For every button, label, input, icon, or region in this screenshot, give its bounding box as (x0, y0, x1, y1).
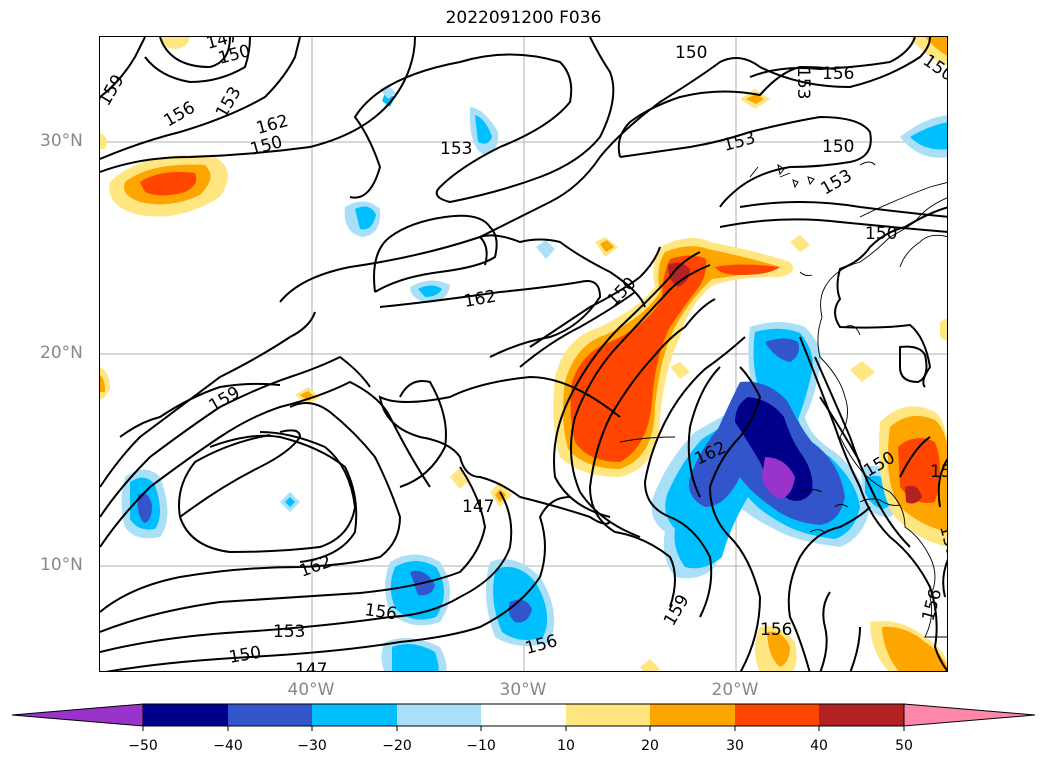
colorbar-segment (566, 704, 650, 726)
lat-label-20n: 20°N (40, 343, 83, 363)
colorbar-segment (11, 703, 144, 727)
colorbar-tick: 10 (557, 738, 575, 754)
contour-label: 153 (793, 67, 813, 99)
colorbar-tick: −10 (466, 738, 496, 754)
lon-label-40w: 40°W (287, 680, 335, 700)
contour-label: 159 (100, 71, 129, 109)
colorbar (11, 703, 1036, 731)
contour-label: 153 (930, 462, 948, 482)
lon-label-20w: 20°W (711, 680, 759, 700)
contour-label: 150 (603, 273, 640, 310)
contour-label: 150 (227, 643, 262, 668)
contour-label: 150 (675, 43, 707, 63)
colorbar-border (142, 703, 905, 727)
colorbar-segment (228, 704, 312, 726)
colorbar-tick: 40 (810, 738, 828, 754)
colorbar-segment (143, 704, 228, 726)
contour-label: 159 (206, 383, 244, 417)
map-title: 2022091200 F036 (445, 8, 602, 28)
height-contours (100, 37, 947, 671)
colorbar-segment (819, 704, 904, 726)
contour-label: 150 (865, 224, 897, 244)
colorbar-tick: −20 (382, 738, 412, 754)
contour-label: 153 (273, 622, 305, 642)
map-panel: 147 150 153 156 159 162 150 153 150 153 … (99, 36, 948, 672)
contour-label: 156 (822, 64, 854, 84)
contour-label: 153 (721, 128, 758, 156)
contour-label: 156 (760, 620, 792, 640)
contour-label: 159 (660, 591, 694, 629)
colorbar-tick: −40 (213, 738, 243, 754)
contour-label: 153 (212, 83, 246, 121)
colorbar-tick: 20 (641, 738, 659, 754)
colorbar-segment (312, 704, 397, 726)
colorbar-tick: −30 (297, 738, 327, 754)
colorbar-segment (650, 704, 735, 726)
colorbar-segment (397, 704, 481, 726)
colorbar-segment (903, 703, 1036, 727)
colorbar-tick: 50 (895, 738, 913, 754)
contour-label: 162 (462, 287, 497, 312)
colorbar-segment (481, 704, 566, 726)
contour-label: 156 (363, 600, 398, 624)
colorbar-tick: 30 (726, 738, 744, 754)
islands (777, 161, 876, 189)
contour-label: 147 (295, 660, 327, 672)
contour-label: 147 (462, 497, 494, 517)
contour-label: 153 (440, 139, 472, 159)
contour-label: 156 (161, 98, 199, 132)
contour-label: 150 (248, 132, 285, 160)
anomaly-shading (100, 37, 947, 671)
lat-label-10n: 10°N (40, 555, 83, 575)
lat-label-30n: 30°N (40, 131, 83, 151)
colorbar-segment (735, 704, 819, 726)
contour-label: 153 (818, 166, 856, 200)
contour-label: 159 (935, 523, 948, 560)
map-canvas: 147 150 153 156 159 162 150 153 150 153 … (100, 37, 948, 672)
contour-label: 156 (919, 587, 947, 624)
contour-label: 150 (822, 137, 854, 157)
lon-label-30w: 30°W (499, 680, 547, 700)
colorbar-tick: −50 (128, 738, 158, 754)
contour-label: 162 (297, 552, 334, 582)
